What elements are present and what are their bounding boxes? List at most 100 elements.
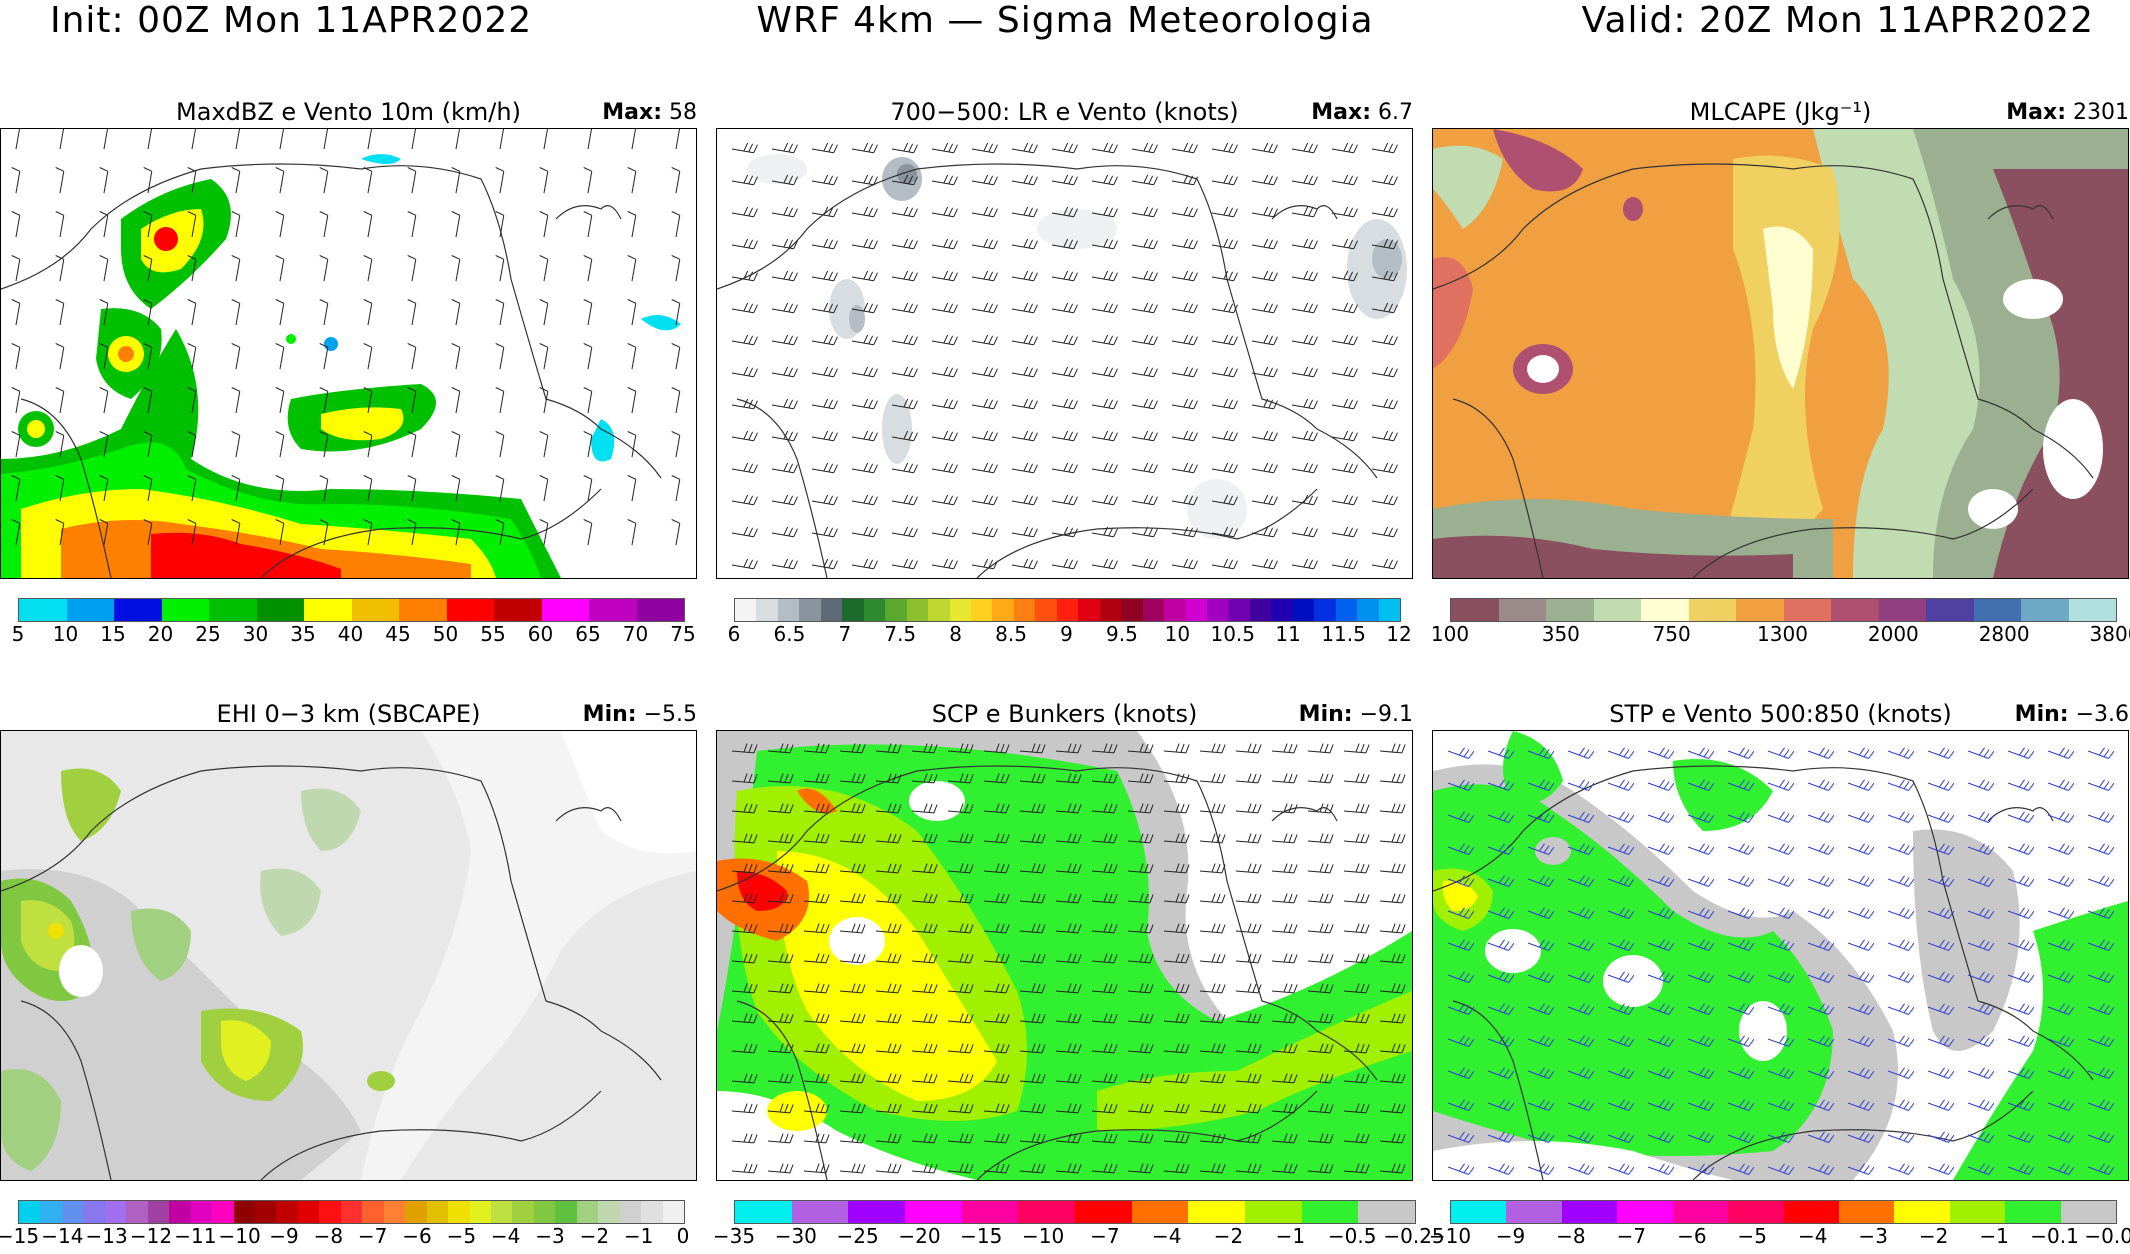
wind-barb (1527, 1067, 1555, 1079)
wind-barb (911, 863, 938, 874)
wind-barb (2007, 747, 2035, 759)
colorbar-swatch (1131, 1201, 1189, 1223)
map-scp (716, 730, 1413, 1181)
wind-barb (931, 238, 958, 250)
wind-barb (1567, 1131, 1595, 1143)
wind-barb (1567, 1067, 1595, 1079)
colorbar-tick-label: −15 (0, 1224, 40, 1248)
colorbar-swatch (1018, 1201, 1076, 1223)
panel-header: STP e Vento 500:850 (knots) Min: −3.6 (1432, 700, 2129, 730)
valid-time-label: Valid: 20Z Mon 11APR2022 (1581, 0, 2094, 41)
wind-barb (803, 1163, 830, 1174)
colorbar-swatch (169, 1201, 191, 1223)
wind-barb (583, 475, 593, 502)
wind-barb (911, 1103, 938, 1114)
colorbar-swatch (1783, 599, 1831, 621)
wind-barb (1343, 1073, 1370, 1084)
wind-barb (1447, 843, 1475, 855)
wind-barb (2087, 939, 2115, 951)
wind-barb (947, 743, 974, 754)
wind-barb (1567, 779, 1595, 791)
wind-barb (2087, 779, 2115, 791)
wind-barb (1343, 803, 1370, 814)
wind-barb (2087, 1067, 2115, 1079)
wind-barb (99, 387, 109, 414)
wind-barb (539, 343, 549, 370)
wind-barb (1887, 939, 1915, 951)
wind-barb (803, 1073, 830, 1084)
wind-barb (1251, 142, 1278, 154)
wind-barb (1019, 1013, 1046, 1024)
colorbar-swatch (1164, 599, 1186, 621)
wind-barb (731, 893, 758, 904)
wind-barb (1343, 1013, 1370, 1024)
wind-barb (319, 475, 329, 502)
wind-barb (55, 431, 65, 458)
wind-barb (2007, 1003, 2035, 1015)
wind-barb (1887, 1067, 1915, 1079)
wind-barb (1807, 811, 1835, 823)
wind-barb (1211, 174, 1238, 186)
wind-barb (2047, 843, 2075, 855)
wind-barb (731, 494, 758, 506)
wind-barb (731, 833, 758, 844)
wind-barb (1171, 526, 1198, 538)
wind-barb (407, 211, 417, 238)
wind-barb (1163, 923, 1190, 934)
wind-barb (1567, 907, 1595, 919)
wind-barb (143, 211, 153, 238)
wind-barb (731, 558, 758, 570)
wind-barb (1091, 526, 1118, 538)
colorbar-tick-label: 2000 (1867, 622, 1919, 646)
wind-barb (1527, 811, 1555, 823)
model-title: WRF 4km — Sigma Meteorologia (756, 0, 1374, 41)
wind-barb (767, 833, 794, 844)
colorbar-swatch (276, 1201, 298, 1223)
wind-barb (1011, 302, 1038, 314)
wind-barb (1251, 302, 1278, 314)
colorbar-tick-label: 750 (1652, 622, 1691, 646)
wind-barb (1055, 743, 1082, 754)
colorbar-tick-label: 2800 (1978, 622, 2030, 646)
wind-barb (407, 431, 417, 458)
wind-barb (1171, 398, 1198, 410)
wind-barb (1291, 142, 1318, 154)
wind-barb (1091, 773, 1118, 784)
wind-barb (839, 863, 866, 874)
wind-barb (983, 893, 1010, 904)
colorbar-swatch (446, 599, 494, 621)
map-lapse-rate (716, 128, 1413, 579)
wind-barb (1291, 302, 1318, 314)
wind-barb (275, 255, 285, 282)
wind-barb (1371, 462, 1398, 474)
wind-barb (2087, 971, 2115, 983)
wind-barb (875, 983, 902, 994)
wind-barb (2007, 875, 2035, 887)
wind-barb (231, 475, 241, 502)
wind-barb (407, 387, 417, 414)
wind-barb (1887, 1131, 1915, 1143)
wind-barb (767, 773, 794, 784)
wind-barb (1131, 206, 1158, 218)
wind-barb (1051, 238, 1078, 250)
wind-barb (911, 1043, 938, 1054)
wind-barb (1307, 863, 1334, 874)
wind-barb (1527, 1035, 1555, 1047)
panel-stat: Min: −5.5 (583, 702, 697, 727)
colorbar-ticks: 6 6.5 7 7.5 8 8.5 9 9.5 10 10.5 11 11.5 12 (716, 622, 1413, 652)
wind-barb (1271, 833, 1298, 844)
wind-barb (451, 475, 461, 502)
panel-mlcape: MLCAPE (Jkg⁻¹) Max: 2301 (1431, 98, 2130, 658)
wind-barb (1055, 863, 1082, 874)
wind-barb (1019, 1163, 1046, 1174)
wind-barb (1131, 430, 1158, 442)
coastline-borders (1, 765, 662, 1180)
wind-barb (1607, 907, 1635, 919)
colorbar-swatch (40, 1201, 62, 1223)
colorbar-tick-label: 10 (52, 622, 79, 646)
colorbar-tick-label: 350 (1541, 622, 1580, 646)
wind-barb (1199, 803, 1226, 814)
wind-barb (1887, 811, 1915, 823)
wind-barb (1051, 142, 1078, 154)
wind-barb (1171, 430, 1198, 442)
